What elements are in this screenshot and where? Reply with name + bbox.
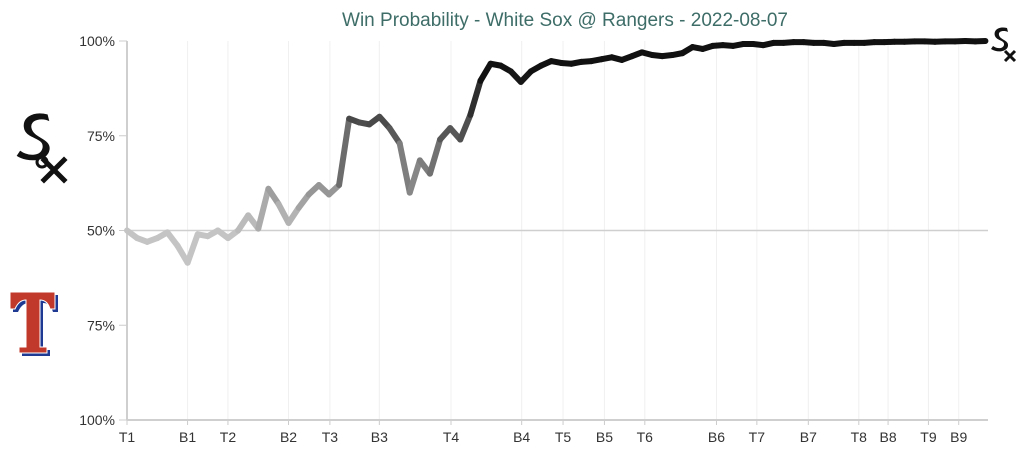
- line-segment: [386, 125, 403, 147]
- x-tick-label: T5: [555, 429, 572, 445]
- x-tick-label: B2: [280, 429, 297, 445]
- x-tick-label: B3: [371, 429, 388, 445]
- x-tick-label: B8: [880, 429, 897, 445]
- line-segment: [336, 115, 353, 189]
- x-tick-label: T2: [220, 429, 237, 445]
- y-tick-label: 75%: [87, 317, 115, 333]
- x-tick-label: B1: [179, 429, 196, 445]
- line-segment: [477, 60, 494, 84]
- x-tick-label: T3: [322, 429, 339, 445]
- x-tick-label: T9: [920, 429, 937, 445]
- x-tick-label: T8: [851, 429, 868, 445]
- x-tick-label: T4: [443, 429, 460, 445]
- x-tick-label: T7: [749, 429, 766, 445]
- line-segment: [265, 185, 282, 207]
- x-tick-label: B5: [596, 429, 613, 445]
- white-sox-logo: [15, 112, 68, 184]
- axes: T1 B1 T2 B2 T3 B3 T4 B4 T5 B5 T6 B6 T7 B7 T8 B8 T9 B9 100%…: [79, 33, 988, 445]
- line-segment: [426, 136, 444, 177]
- x-tick-label: B6: [708, 429, 725, 445]
- y-tick-label: 50%: [87, 223, 115, 239]
- x-tick-label: B7: [800, 429, 817, 445]
- line-segment: [396, 140, 413, 196]
- x-tick-label: T6: [637, 429, 654, 445]
- line-segment: [406, 157, 423, 196]
- rangers-logo: [9, 291, 58, 356]
- line-segment: [255, 185, 272, 232]
- white-sox-end-logo: [991, 27, 1017, 63]
- line-segment: [285, 204, 302, 226]
- x-tick-label: T1: [119, 429, 136, 445]
- y-tick-label: 100%: [79, 412, 115, 428]
- x-tick-label: B9: [950, 429, 967, 445]
- line-segment: [184, 231, 201, 266]
- line-segment: [467, 77, 484, 118]
- line-segment: [457, 111, 474, 143]
- y-tick-label: 75%: [87, 128, 115, 144]
- grid: [126, 41, 988, 420]
- chart-title: Win Probability - White Sox @ Rangers - …: [342, 10, 788, 31]
- x-tick-label: B4: [513, 429, 530, 445]
- line-segment: [275, 200, 292, 226]
- y-tick-label: 100%: [79, 33, 115, 49]
- win-probability-line: [124, 38, 989, 266]
